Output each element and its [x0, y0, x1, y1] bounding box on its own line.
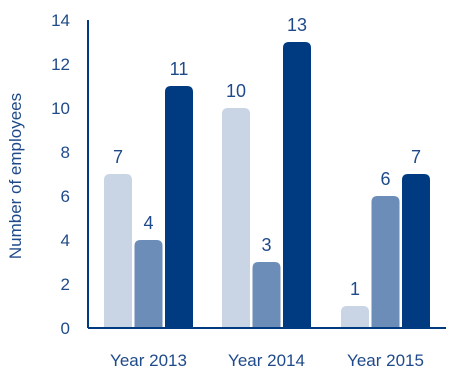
bar [341, 306, 369, 328]
y-tick-label: 14 [51, 11, 70, 30]
category-labels: Year 2013 Year 2014 Year 2015 [110, 351, 424, 370]
bar [222, 108, 250, 328]
y-tick-label: 2 [61, 275, 70, 294]
y-tick-label: 8 [61, 143, 70, 162]
y-axis-ticks: 0 2 4 6 8 10 12 14 [51, 11, 70, 338]
y-tick-label: 0 [61, 319, 70, 338]
y-axis-title: Number of employees [6, 93, 25, 259]
bar [104, 174, 132, 328]
y-tick-label: 10 [51, 99, 70, 118]
bar [252, 262, 281, 328]
data-labels: 7 4 11 10 3 13 1 6 7 [113, 15, 421, 299]
data-label: 4 [143, 213, 153, 233]
x-category-label: Year 2014 [228, 351, 305, 370]
bars [104, 42, 430, 328]
data-label: 10 [226, 81, 246, 101]
bar [134, 240, 163, 328]
data-label: 7 [113, 147, 123, 167]
bar [371, 196, 400, 328]
bar [165, 86, 193, 328]
bar [402, 174, 430, 328]
y-tick-label: 12 [51, 55, 70, 74]
data-label: 3 [261, 235, 271, 255]
data-label: 6 [380, 169, 390, 189]
data-label: 13 [287, 15, 307, 35]
y-tick-label: 6 [61, 187, 70, 206]
data-label: 7 [411, 147, 421, 167]
data-label: 11 [170, 59, 189, 79]
bar [283, 42, 311, 328]
data-label: 1 [350, 279, 360, 299]
y-tick-label: 4 [61, 231, 70, 250]
x-category-label: Year 2015 [347, 351, 424, 370]
x-category-label: Year 2013 [110, 351, 187, 370]
